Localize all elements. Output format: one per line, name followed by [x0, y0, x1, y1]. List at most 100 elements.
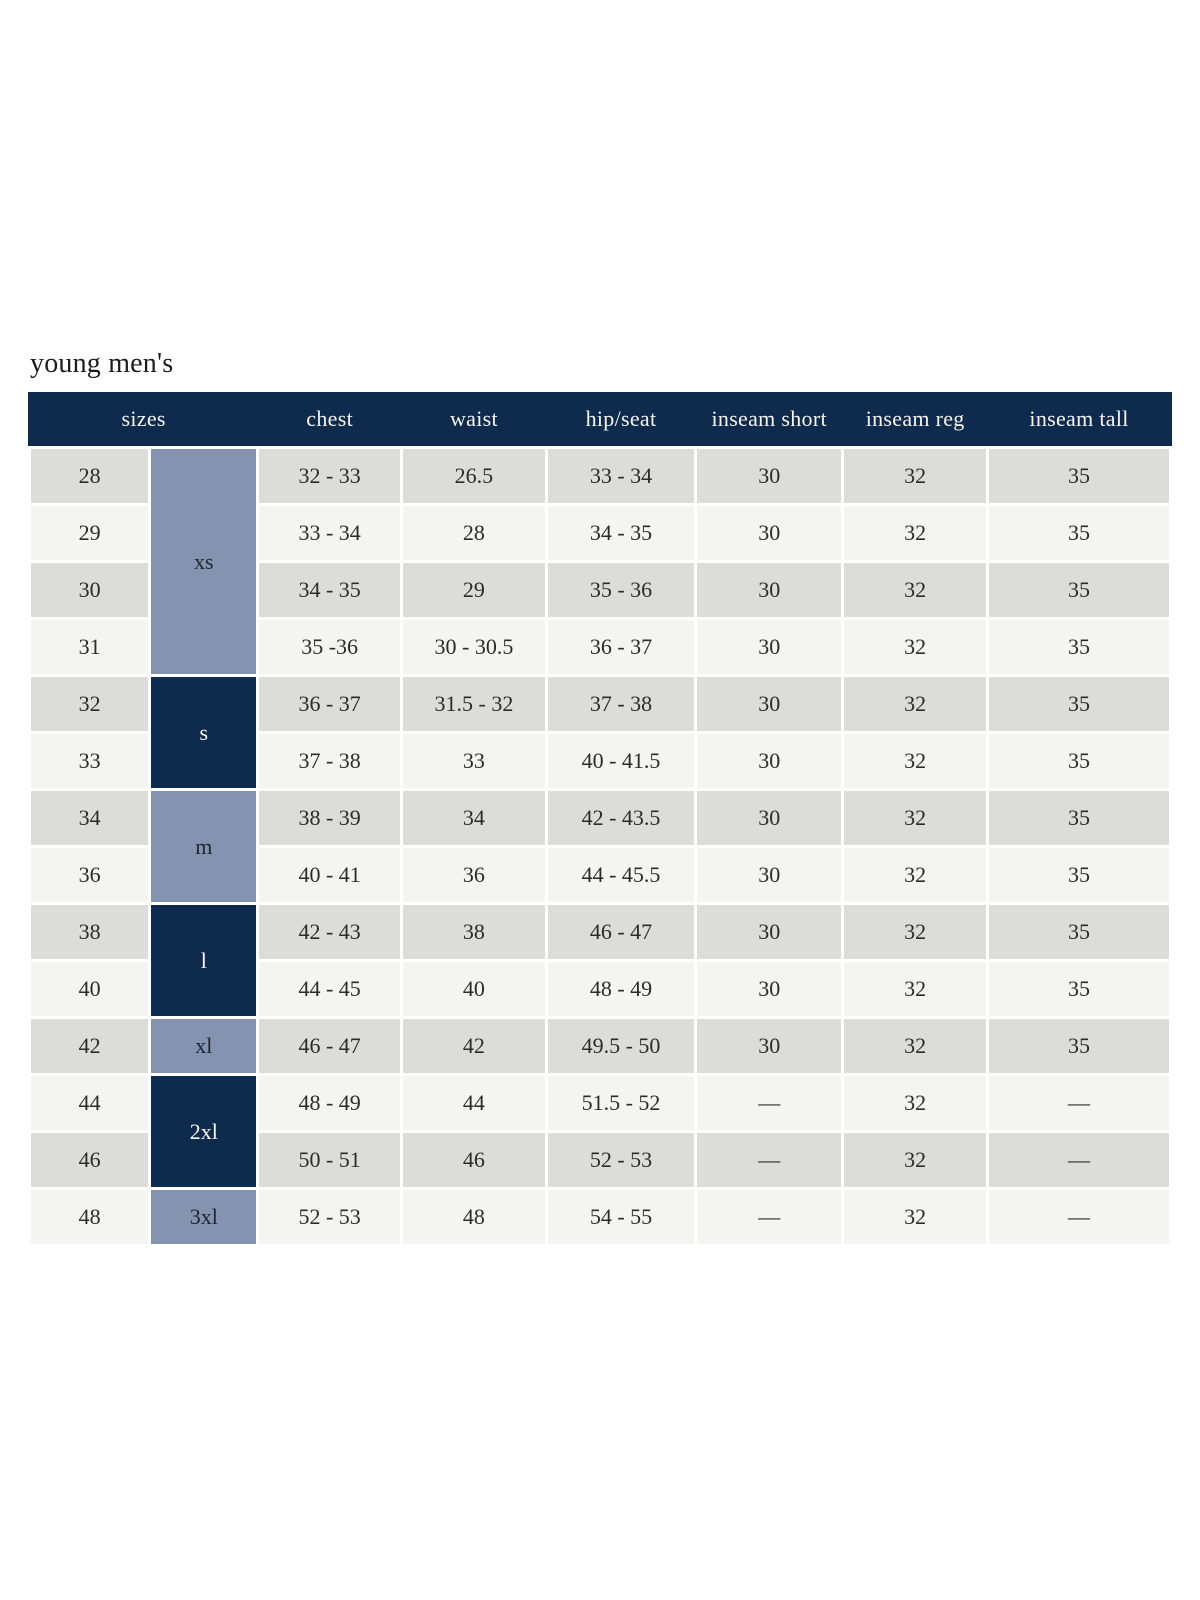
- hip-seat-cell: 35 - 36: [547, 563, 695, 617]
- inseam-short-cell: —: [697, 1076, 842, 1130]
- size-group-cell-xl: xl: [151, 1019, 257, 1073]
- table-row-size-40: 40 44 - 45 40 48 - 49 30 32 35: [31, 962, 1169, 1016]
- chest-cell: 44 - 45: [259, 962, 400, 1016]
- inseam-short-cell: 30: [697, 791, 842, 845]
- size-number-cell: 28: [31, 449, 149, 503]
- chest-cell: 33 - 34: [259, 506, 400, 560]
- size-number-cell: 33: [31, 734, 149, 788]
- table-row-size-48: 48 3xl 52 - 53 48 54 - 55—32—: [31, 1190, 1169, 1244]
- size-group-cell-2xl: 2xl: [151, 1076, 257, 1187]
- inseam-tall-cell: 35: [989, 905, 1169, 959]
- inseam-short-cell: 30: [697, 677, 842, 731]
- inseam-tall-cell: 35: [989, 677, 1169, 731]
- chest-cell: 34 - 35: [259, 563, 400, 617]
- header-cell-hip-seat: hip/seat: [585, 406, 657, 431]
- header-cell-inseam-reg: inseam reg: [865, 406, 965, 431]
- inseam-short-cell: —: [697, 1190, 842, 1244]
- inseam-tall-cell: 35: [989, 1019, 1169, 1073]
- inseam-reg-cell: 32: [844, 791, 987, 845]
- chest-cell: 35 -36: [259, 620, 400, 674]
- hip-seat-cell: 33 - 34: [547, 449, 695, 503]
- chest-cell: 46 - 47: [259, 1019, 400, 1073]
- inseam-tall-cell: 35: [989, 620, 1169, 674]
- page-title: young men's: [30, 348, 174, 379]
- size-number-cell: 46: [31, 1133, 149, 1187]
- inseam-reg-cell: 32: [844, 506, 987, 560]
- size-number-cell: 31: [31, 620, 149, 674]
- table-row-size-29: 29 33 - 34 28 34 - 35 30 32 35: [31, 506, 1169, 560]
- header-cell-inseam-tall: inseam tall: [1029, 406, 1129, 431]
- hip-seat-cell: 37 - 38: [547, 677, 695, 731]
- hip-seat-cell: 40 - 41.5: [547, 734, 695, 788]
- hip-seat-cell: 46 - 47: [547, 905, 695, 959]
- size-number-cell: 38: [31, 905, 149, 959]
- inseam-reg-cell: 32: [844, 905, 987, 959]
- inseam-reg-cell: 32: [844, 1019, 987, 1073]
- size-number-cell: 40: [31, 962, 149, 1016]
- chest-cell: 48 - 49: [259, 1076, 400, 1130]
- table-row-size-46: 46 50 - 51 46 52 - 53—32—: [31, 1133, 1169, 1187]
- inseam-reg-cell: 32: [844, 734, 987, 788]
- inseam-reg-cell: 32: [844, 449, 987, 503]
- size-number-cell: 48: [31, 1190, 149, 1244]
- chest-cell: 50 - 51: [259, 1133, 400, 1187]
- inseam-short-cell: 30: [697, 962, 842, 1016]
- inseam-tall-cell: —: [989, 1076, 1169, 1130]
- table-row-size-42: 42 xl 46 - 47 42 49.5 - 50 30 32 35: [31, 1019, 1169, 1073]
- header-cell-chest: chest: [306, 406, 353, 431]
- hip-seat-cell: 49.5 - 50: [547, 1019, 695, 1073]
- waist-cell: 42: [403, 1019, 545, 1073]
- waist-cell: 30 - 30.5: [403, 620, 545, 674]
- inseam-tall-cell: 35: [989, 791, 1169, 845]
- inseam-tall-cell: 35: [989, 506, 1169, 560]
- inseam-short-cell: 30: [697, 620, 842, 674]
- hip-seat-cell: 42 - 43.5: [547, 791, 695, 845]
- inseam-reg-cell: 32: [844, 1076, 987, 1130]
- inseam-short-cell: 30: [697, 563, 842, 617]
- table-row-size-44: 44 2xl 48 - 49 44 51.5 - 52—32—: [31, 1076, 1169, 1187]
- chest-cell: 37 - 38: [259, 734, 400, 788]
- header-cell-inseam-short: inseam short: [711, 406, 827, 431]
- inseam-short-cell: 30: [697, 905, 842, 959]
- hip-seat-cell: 36 - 37: [547, 620, 695, 674]
- inseam-short-cell: 30: [697, 734, 842, 788]
- size-group-cell-xs: xs: [151, 449, 257, 674]
- hip-seat-cell: 44 - 45.5: [547, 848, 695, 902]
- inseam-reg-cell: 32: [844, 620, 987, 674]
- inseam-tall-cell: 35: [989, 848, 1169, 902]
- size-chart-header-table: sizes chest waist hip/seat inseam short insea…: [28, 392, 1172, 446]
- size-number-cell: 42: [31, 1019, 149, 1073]
- size-number-cell: 32: [31, 677, 149, 731]
- inseam-reg-cell: 32: [844, 677, 987, 731]
- header-row: sizes chest waist hip/seat inseam short insea…: [31, 395, 1169, 443]
- hip-seat-cell: 52 - 53: [547, 1133, 695, 1187]
- inseam-short-cell: 30: [697, 506, 842, 560]
- size-group-cell-m: m: [151, 791, 257, 902]
- size-number-cell: 34: [31, 791, 149, 845]
- table-row-size-32: 32 s 36 - 37 31.5 - 32 37 - 38 30 32 35: [31, 677, 1169, 788]
- size-chart-body-table: 28 xs 32 - 33 26.5 33 - 34 30 32 35 29 33 - 34 28 3…: [28, 446, 1172, 1247]
- inseam-reg-cell: 32: [844, 962, 987, 1016]
- table-row-size-31: 31 35 -36 30 - 30.5 36 - 37 30 32 35: [31, 620, 1169, 674]
- size-chart-page: young men's sizes chest waist hip/seat insea…: [28, 348, 1172, 1247]
- table-row-size-38: 38 l 42 - 43 38 46 - 47 30 32 35: [31, 905, 1169, 1016]
- size-group-cell-l: l: [151, 905, 257, 1016]
- waist-cell: 34: [403, 791, 545, 845]
- hip-seat-cell: 54 - 55: [547, 1190, 695, 1244]
- chest-cell: 42 - 43: [259, 905, 400, 959]
- inseam-short-cell: 30: [697, 449, 842, 503]
- inseam-tall-cell: 35: [989, 563, 1169, 617]
- waist-cell: 46: [403, 1133, 545, 1187]
- inseam-tall-cell: 35: [989, 962, 1169, 1016]
- hip-seat-cell: 48 - 49: [547, 962, 695, 1016]
- waist-cell: 31.5 - 32: [403, 677, 545, 731]
- waist-cell: 29: [403, 563, 545, 617]
- waist-cell: 33: [403, 734, 545, 788]
- table-row-size-36: 36 40 - 41 36 44 - 45.5 30 32 35: [31, 848, 1169, 902]
- inseam-reg-cell: 32: [844, 563, 987, 617]
- inseam-short-cell: 30: [697, 848, 842, 902]
- chest-cell: 36 - 37: [259, 677, 400, 731]
- inseam-reg-cell: 32: [844, 1190, 987, 1244]
- chest-cell: 38 - 39: [259, 791, 400, 845]
- chest-cell: 32 - 33: [259, 449, 400, 503]
